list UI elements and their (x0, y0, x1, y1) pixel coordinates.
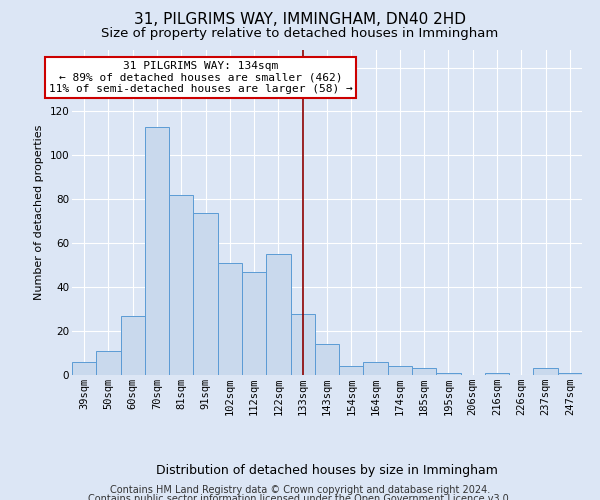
Bar (485, 373, 509, 375)
Bar (145, 127, 169, 375)
Text: Contains public sector information licensed under the Open Government Licence v3: Contains public sector information licen… (88, 494, 512, 500)
Bar (96, 351, 121, 375)
Bar (266, 254, 290, 375)
Bar (436, 373, 461, 375)
Text: Size of property relative to detached houses in Immingham: Size of property relative to detached ho… (101, 28, 499, 40)
Bar (242, 272, 266, 375)
Y-axis label: Number of detached properties: Number of detached properties (34, 125, 44, 300)
Bar (169, 195, 193, 375)
Text: 31 PILGRIMS WAY: 134sqm
← 89% of detached houses are smaller (462)
11% of semi-d: 31 PILGRIMS WAY: 134sqm ← 89% of detache… (49, 61, 353, 94)
Bar (315, 344, 339, 375)
Bar (533, 368, 558, 375)
Bar (193, 212, 218, 375)
Text: Contains HM Land Registry data © Crown copyright and database right 2024.: Contains HM Land Registry data © Crown c… (110, 485, 490, 495)
Bar (290, 314, 315, 375)
Text: 31, PILGRIMS WAY, IMMINGHAM, DN40 2HD: 31, PILGRIMS WAY, IMMINGHAM, DN40 2HD (134, 12, 466, 28)
Bar (558, 373, 582, 375)
X-axis label: Distribution of detached houses by size in Immingham: Distribution of detached houses by size … (156, 464, 498, 477)
Bar (72, 362, 96, 375)
Bar (121, 316, 145, 375)
Bar (412, 368, 436, 375)
Bar (218, 263, 242, 375)
Bar (364, 362, 388, 375)
Bar (339, 366, 364, 375)
Bar (388, 366, 412, 375)
